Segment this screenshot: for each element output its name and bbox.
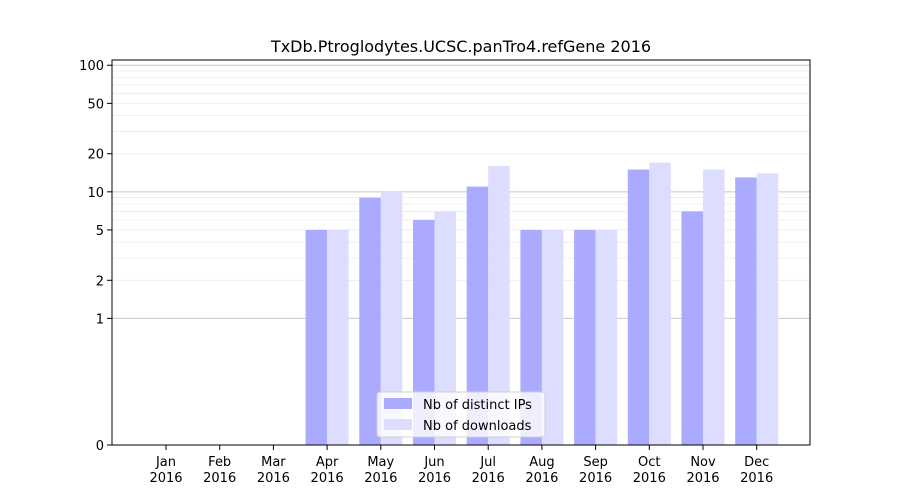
legend-label: Nb of distinct IPs [423,398,532,413]
grid-lines [112,64,810,319]
x-tick-label-month: Jun [423,455,444,470]
x-tick-label-month: Oct [638,455,660,470]
bar-distinct-ips-jul [466,186,489,446]
x-tick-label-year: 2016 [525,471,558,486]
bar-distinct-ips-aug [520,229,542,445]
y-axis: 0 1 2 5 10 20 50 100 [79,59,112,454]
bar-distinct-ips-jun [413,219,435,445]
y-tick-label: 1 [96,312,104,327]
bar-distinct-ips-may [359,197,381,445]
x-tick-label-month: Dec [744,455,769,470]
bar-downloads-nov [703,169,725,445]
x-tick-label-year: 2016 [149,471,182,486]
y-tick-label: 100 [79,59,104,74]
x-tick-label-year: 2016 [203,471,236,486]
x-axis: Jan2016Feb2016Mar2016Apr2016May2016Jun20… [149,445,773,486]
legend: Nb of distinct IPs Nb of downloads [376,391,546,438]
y-tick-label: 2 [96,274,104,289]
x-tick-label-month: Apr [316,455,339,470]
x-tick-label-year: 2016 [686,471,719,486]
y-tick-label: 20 [87,148,104,163]
x-tick-label-month: May [367,455,394,470]
bar-downloads-jun [434,211,456,445]
legend-box [376,391,546,438]
bar-distinct-ips-oct [627,169,650,445]
legend-swatch [384,398,412,409]
x-tick-label-month: Mar [261,455,286,470]
x-tick-label-year: 2016 [364,471,397,486]
y-tick-label: 5 [96,224,104,239]
bar-distinct-ips-nov [681,211,703,445]
y-tick-label: 0 [96,439,104,454]
x-tick-label-year: 2016 [311,471,344,486]
x-tick-label-month: Nov [690,455,716,470]
x-tick-label-year: 2016 [472,471,505,486]
x-tick-label-year: 2016 [418,471,451,486]
x-tick-label-month: Feb [208,455,231,470]
x-tick-label-month: Jul [479,455,496,470]
legend-label: Nb of downloads [423,419,532,434]
x-tick-label-year: 2016 [633,471,666,486]
x-tick-label-year: 2016 [257,471,290,486]
y-tick-label: 10 [87,186,104,201]
bar-downloads-apr [327,229,349,445]
bar-downloads-oct [649,162,671,445]
x-tick-label-month: Aug [529,455,554,470]
x-tick-label-year: 2016 [740,471,773,486]
bar-distinct-ips-dec [735,177,757,446]
bar-downloads-may [380,191,403,445]
y-tick-label: 50 [87,97,104,112]
bar-downloads-dec [756,173,779,445]
bar-downloads-aug [541,229,564,445]
x-tick-label-year: 2016 [579,471,612,486]
bar-downloads-sep [595,229,618,445]
x-tick-label-month: Sep [583,455,608,470]
bar-distinct-ips-sep [574,229,596,445]
legend-swatch [384,419,412,430]
plot-frame [111,59,811,446]
chart-title: TxDb.Ptroglodytes.UCSC.panTro4.refGene 2… [270,37,651,56]
bar-downloads-jul [488,165,510,446]
x-tick-label-month: Jan [155,455,176,470]
bar-distinct-ips-apr [305,229,328,445]
bars [305,162,779,446]
